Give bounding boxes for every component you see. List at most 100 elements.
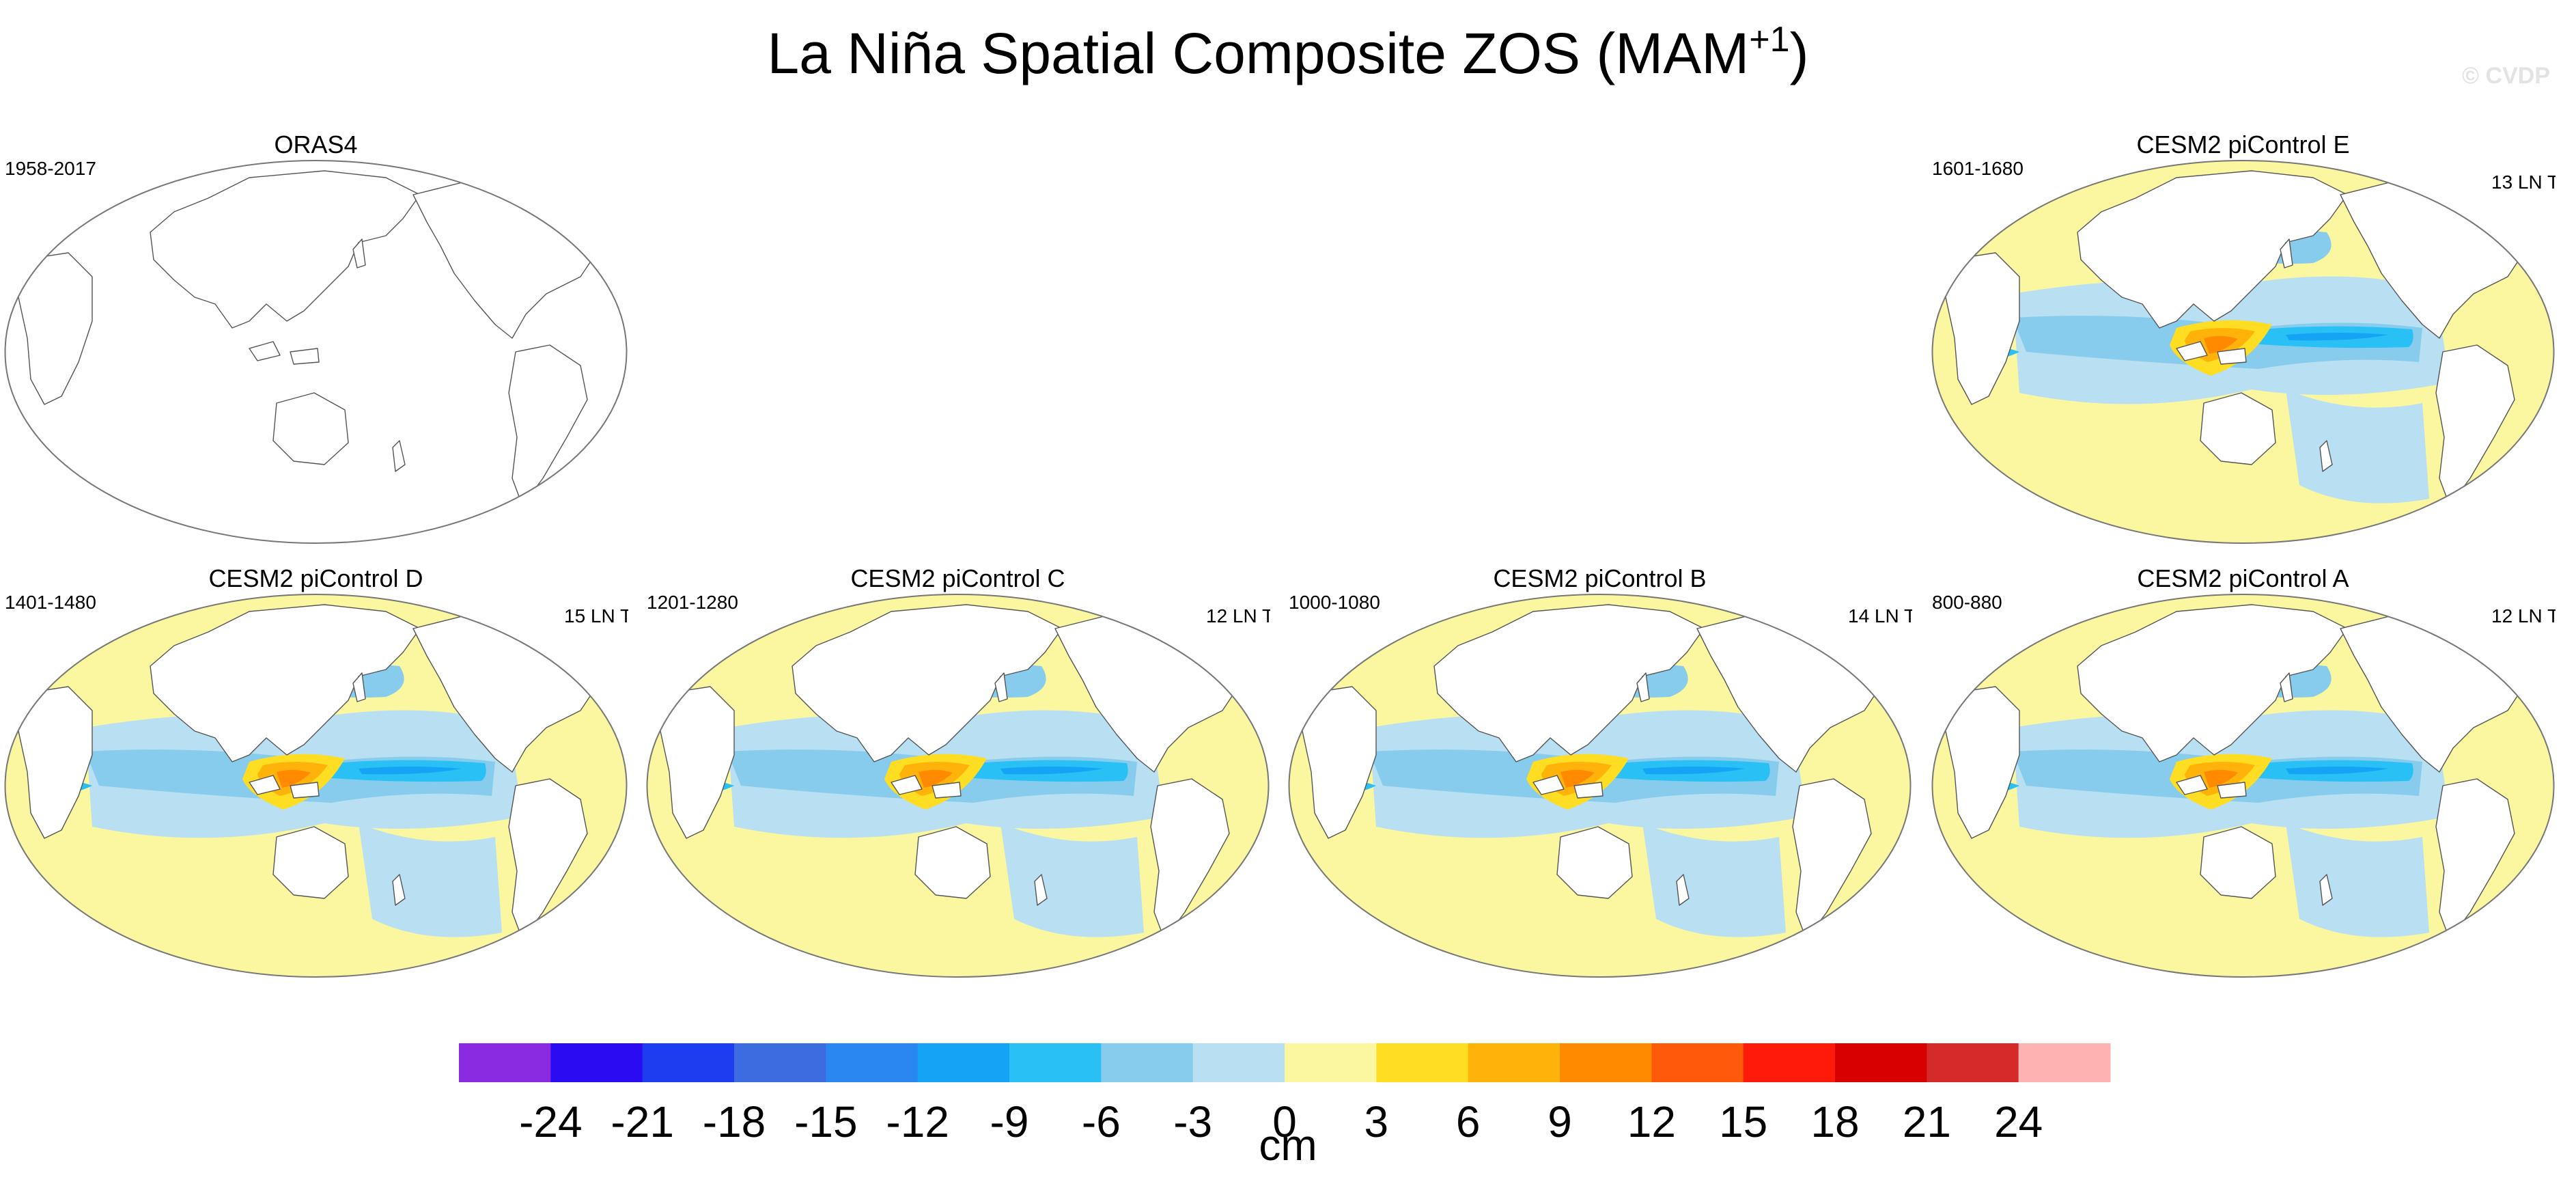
land-mass: [2280, 672, 2293, 702]
land-mass: [2280, 238, 2293, 269]
anomaly-contour: [2204, 335, 2238, 354]
land-mass: [2319, 440, 2333, 472]
land-mass: [792, 604, 1063, 762]
land-mass: [508, 778, 588, 940]
world-map: [1931, 594, 2555, 978]
land-mass: [1676, 874, 1690, 906]
colorbar-bin: [1743, 1043, 1836, 1082]
anomaly-contour: [2286, 767, 2388, 775]
colorbar-bin: [2018, 1043, 2111, 1082]
colorbar-tick-label: -21: [611, 1097, 674, 1146]
colorbar-tick-label: 15: [1719, 1097, 1767, 1146]
map-boundary: [646, 594, 1270, 978]
colorbar-tick-label: -18: [703, 1097, 766, 1146]
panel-count: 12 LN Tot: [2491, 605, 2556, 627]
land-mass: [2217, 782, 2247, 799]
anomaly-contour: [1000, 823, 1144, 937]
colorbar-unit: cm: [1259, 1120, 1317, 1170]
panel-years: 1601-1680: [1932, 158, 2024, 179]
map-panel-cesm2-e: CESM2 piControl E 1601-1680 13 LN Tot: [1931, 130, 2556, 547]
land-mass: [352, 238, 366, 269]
land-mass: [1433, 604, 1705, 762]
land-mass: [2077, 170, 2348, 329]
colorbar-bin: [1835, 1043, 1927, 1082]
map-panel-cesm2-d: CESM2 piControl D 1401-1480 15 LN Tot: [3, 564, 628, 980]
land-mass: [1945, 686, 2020, 839]
cvdp-watermark: © CVDP: [2462, 63, 2550, 89]
land-mass: [272, 826, 349, 899]
panel-count: 12 LN Tot: [1206, 605, 1270, 627]
anomaly-contour: [755, 837, 932, 934]
colorbar-bin: [734, 1043, 826, 1082]
world-map: [646, 594, 1270, 978]
map-area: [3, 591, 628, 984]
panel-title: CESM2 piControl A: [2137, 564, 2349, 592]
land-mass: [392, 440, 406, 472]
panel-years: 1000-1080: [1289, 592, 1380, 613]
anomaly-contour: [919, 769, 953, 788]
colorbar-bin: [1101, 1043, 1194, 1082]
colorbar-bin: [550, 1043, 643, 1082]
land-mass: [290, 348, 320, 365]
anomaly-contour: [2204, 769, 2238, 788]
land-mass: [18, 686, 93, 839]
anomaly-contour: [359, 767, 461, 775]
panel-title: ORAS4: [274, 130, 358, 159]
colorbar-bin: [1376, 1043, 1469, 1082]
land-mass: [660, 686, 735, 839]
colorbar-bin: [917, 1043, 1010, 1082]
colorbar-tick-label: -15: [794, 1097, 858, 1146]
figure-title-main: La Niña Spatial Composite ZOS (MAM: [767, 21, 1750, 85]
map-boundary: [4, 160, 628, 544]
land-mass: [914, 826, 991, 899]
panel-years: 1201-1280: [647, 592, 738, 613]
land-mass: [994, 672, 1008, 702]
anomaly-contour: [277, 769, 311, 788]
colorbar-bin: [1651, 1043, 1744, 1082]
anomaly-contour: [1642, 767, 1745, 775]
panel-title: CESM2 piControl C: [850, 564, 1065, 592]
colorbar-tick-label: -3: [1173, 1097, 1212, 1146]
land-mass: [150, 604, 421, 762]
colorbar-bin: [1009, 1043, 1102, 1082]
colorbar-bin: [826, 1043, 919, 1082]
map-area: [1931, 157, 2556, 550]
land-mass: [2176, 775, 2208, 795]
map-boundary: [4, 594, 628, 978]
map-area: [1931, 591, 2556, 984]
map-area: [645, 591, 1270, 984]
colorbar-tick-label: 18: [1810, 1097, 1859, 1146]
anomaly-contour: [2286, 823, 2429, 937]
colorbar-tick-label: 12: [1627, 1097, 1676, 1146]
map-area: [3, 157, 628, 550]
colorbar-bin: [642, 1043, 735, 1082]
anomaly-contour: [1642, 823, 1786, 937]
land-mass: [1792, 778, 1872, 940]
land-mass: [2077, 604, 2348, 762]
land-mass: [891, 775, 923, 795]
land-mass: [2176, 341, 2208, 361]
land-mass: [249, 775, 281, 795]
panel-years: 800-880: [1932, 592, 2002, 613]
panel-title: CESM2 piControl E: [2136, 130, 2350, 159]
figure-title-superscript: +1: [1749, 20, 1790, 59]
map-boundary: [1931, 160, 2555, 544]
colorbar-bin: [1192, 1043, 1285, 1082]
colorbar-tick-label: 24: [1994, 1097, 2043, 1146]
panel-count: 13 LN Tot: [2491, 171, 2556, 193]
land-mass: [1034, 874, 1048, 906]
land-mass: [2200, 826, 2276, 899]
land-mass: [1636, 672, 1650, 702]
panel-title: CESM2 piControl D: [208, 564, 423, 592]
panel-years: 1958-2017: [5, 158, 96, 179]
colorbar-tick-label: -6: [1082, 1097, 1121, 1146]
land-mass: [352, 672, 366, 702]
colorbar-bin: [459, 1043, 551, 1082]
anomaly-contour: [359, 823, 502, 937]
anomaly-contour: [2286, 333, 2388, 341]
colorbar-bin: [1468, 1043, 1560, 1082]
colorbar-tick-label: 0: [1272, 1097, 1297, 1146]
colorbar-bin: [1927, 1043, 2019, 1082]
land-mass: [392, 874, 406, 906]
world-map: [1931, 160, 2555, 544]
